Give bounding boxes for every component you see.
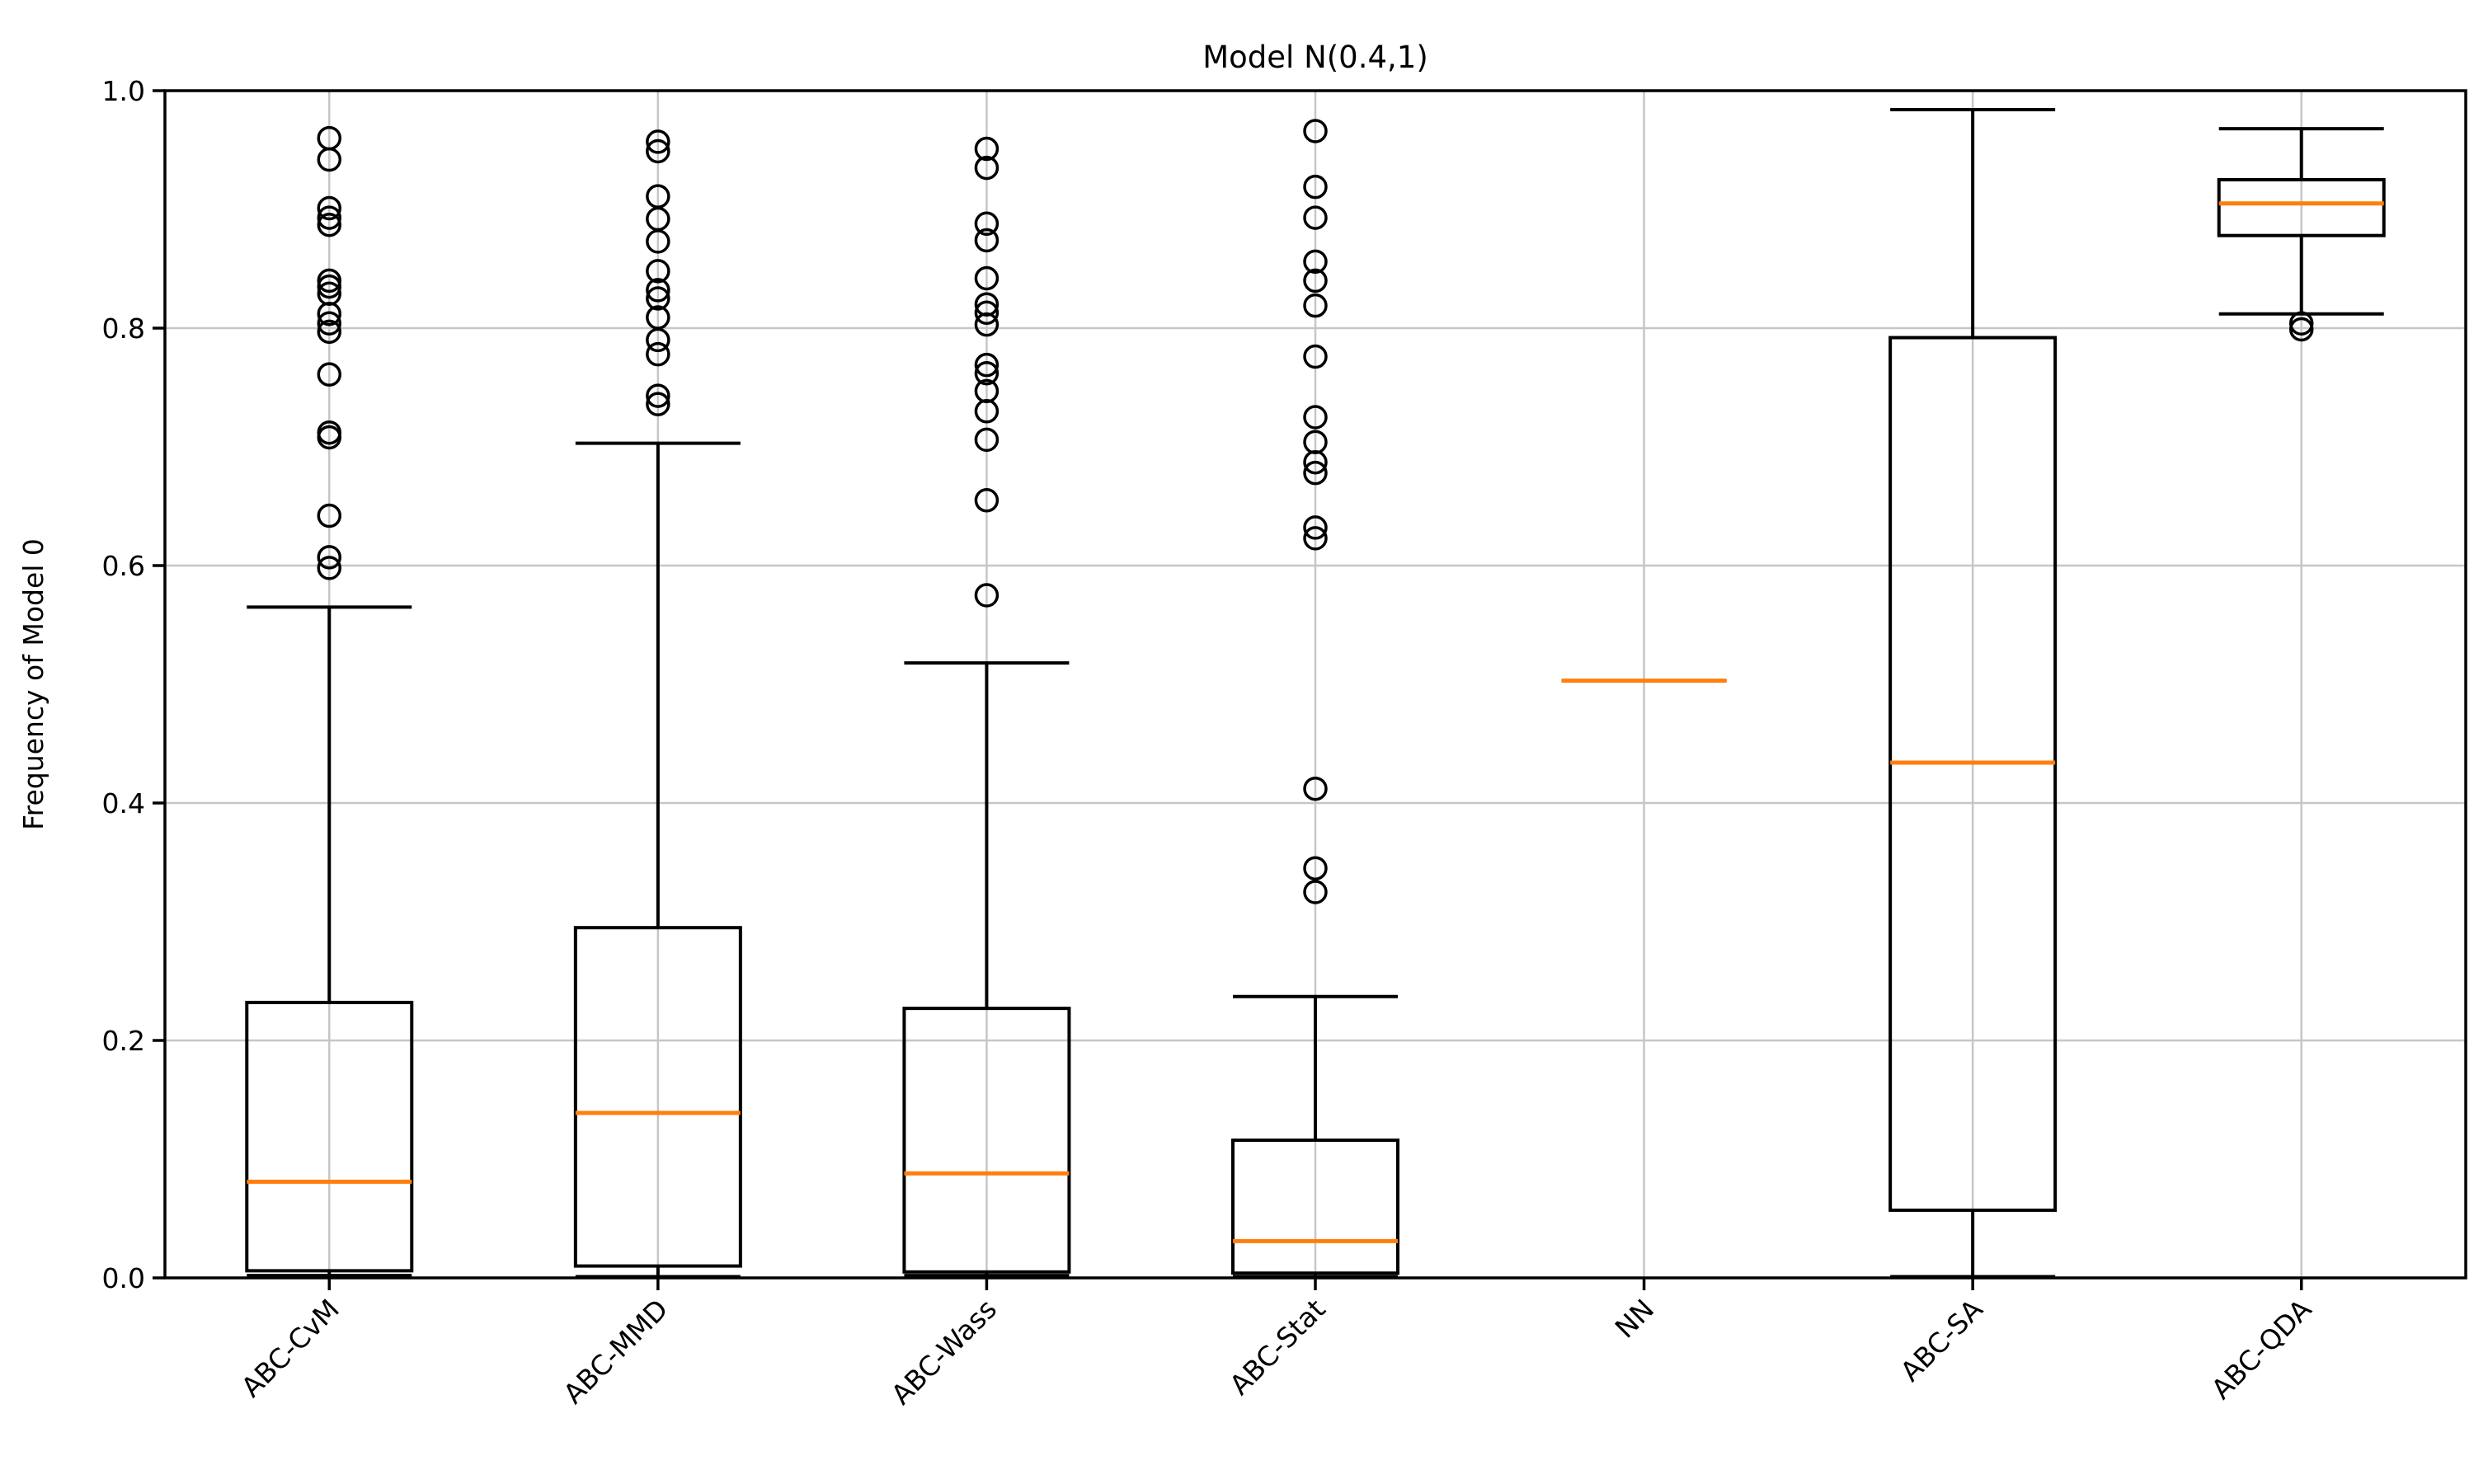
iqr-box (902, 1007, 1071, 1274)
outlier-point (2288, 311, 2314, 336)
outlier-point (646, 229, 670, 254)
outlier-point (1303, 344, 1328, 369)
outlier-point (317, 195, 342, 221)
outlier-point (1303, 515, 1328, 540)
y-tick-label: 0.6 (102, 550, 145, 582)
outlier-point (646, 383, 670, 408)
iqr-box (2217, 178, 2386, 237)
outlier-point (317, 503, 342, 528)
iqr-box (1888, 336, 2058, 1212)
outlier-point (646, 327, 670, 353)
iqr-box (1231, 1138, 1399, 1275)
outlier-point (974, 399, 999, 424)
outlier-point (2288, 317, 2314, 342)
outlier-point (974, 360, 999, 386)
chart-title: Model N(0.4,1) (1202, 40, 1428, 75)
outlier-point (1303, 249, 1328, 275)
outlier-point (317, 425, 342, 450)
outlier-point (317, 319, 342, 345)
y-tick-label: 0.2 (102, 1025, 145, 1057)
box-layer (245, 108, 2386, 1279)
outlier-point (646, 278, 670, 303)
outlier-point (1303, 460, 1328, 486)
x-tick-label: ABC-CvM (235, 1293, 346, 1403)
box-group-ABC-CvM (245, 125, 414, 1278)
x-tick-label: ABC-QDA (2205, 1293, 2318, 1406)
outlier-point (317, 274, 342, 299)
outlier-point (974, 155, 999, 181)
outlier-point (1303, 776, 1328, 801)
outlier-point (974, 583, 999, 608)
y-axis-label: Frequency of Model 0 (17, 538, 49, 830)
outlier-point (1303, 856, 1328, 881)
outlier-point (1303, 526, 1328, 551)
outlier-point (317, 545, 342, 570)
outlier-point (974, 228, 999, 253)
outlier-point (1303, 293, 1328, 318)
x-tick-label: ABC-Stat (1223, 1293, 1331, 1401)
outlier-point (646, 286, 670, 311)
outlier-point (1303, 405, 1328, 430)
x-tick-label: NN (1609, 1293, 1660, 1344)
y-tick-label: 0.8 (102, 312, 145, 345)
y-tick-label: 0.4 (102, 787, 145, 819)
box-group-ABC-Wass (902, 136, 1071, 1278)
box-group-ABC-QDA (2217, 127, 2386, 342)
outlier-point (317, 311, 342, 336)
y-tick-label: 0.0 (102, 1262, 145, 1294)
outlier-point (317, 301, 342, 326)
x-tick-label: ABC-Wass (885, 1293, 1003, 1411)
outlier-point (974, 352, 999, 378)
outlier-point (974, 427, 999, 453)
outlier-point (317, 362, 342, 387)
outlier-point (646, 392, 670, 416)
y-tick-label: 1.0 (102, 75, 145, 107)
outlier-point (1303, 205, 1328, 230)
iqr-box (245, 1000, 414, 1273)
outlier-point (1303, 119, 1328, 143)
outlier-point (646, 259, 670, 284)
outlier-point (646, 341, 670, 367)
outlier-point (317, 205, 342, 230)
outlier-point (974, 488, 999, 513)
axis-layer: 0.0 0.2 0.4 0.6 0.8 1.0 ABC-CvM ABC-MMD ABC-Wass… (102, 75, 2467, 1411)
x-tick-label: ABC-SA (1894, 1293, 1989, 1388)
outlier-point (646, 139, 670, 164)
outlier-point (974, 211, 999, 237)
outlier-point (1303, 268, 1328, 294)
outlier-point (317, 147, 342, 172)
x-tick-label: ABC-MMD (557, 1293, 674, 1410)
outlier-point (317, 212, 342, 237)
outlier-point (974, 265, 999, 291)
outlier-point (317, 556, 342, 580)
outlier-point (1303, 174, 1328, 200)
outlier-point (646, 129, 670, 154)
outlier-point (974, 136, 999, 162)
outlier-point (974, 300, 999, 326)
iqr-box (573, 926, 742, 1268)
outlier-point (1303, 880, 1328, 904)
outlier-point (317, 268, 342, 294)
outlier-point (974, 312, 999, 337)
outlier-point (1303, 449, 1328, 475)
